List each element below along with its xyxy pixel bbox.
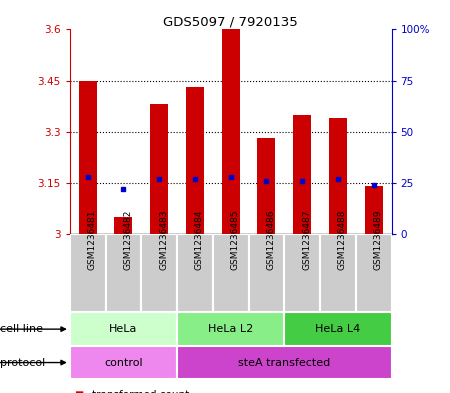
Text: steA transfected: steA transfected [238,358,330,367]
Text: GSM1236487: GSM1236487 [302,210,311,270]
Text: GSM1236489: GSM1236489 [374,210,382,270]
Bar [284,312,392,346]
Bar [248,234,284,312]
Text: ■: ■ [74,390,84,393]
Bar [114,217,132,234]
Bar [257,138,275,234]
Bar [177,346,392,379]
Bar [177,312,284,346]
Bar [222,29,239,234]
Text: HeLa: HeLa [109,324,138,334]
Text: GSM1236488: GSM1236488 [338,210,347,270]
Bar [70,234,105,312]
Bar [70,312,177,346]
Bar [293,115,311,234]
Text: protocol: protocol [0,358,45,367]
Text: HeLa L4: HeLa L4 [315,324,360,334]
Bar [356,234,392,312]
Bar [320,234,356,312]
Bar [177,234,213,312]
Text: HeLa L2: HeLa L2 [208,324,253,334]
Text: GSM1236485: GSM1236485 [230,210,239,270]
Bar [213,234,248,312]
Bar [141,234,177,312]
Bar [186,87,204,234]
Bar [70,346,177,379]
Text: control: control [104,358,143,367]
Bar [150,105,168,234]
Text: GSM1236483: GSM1236483 [159,210,168,270]
Title: GDS5097 / 7920135: GDS5097 / 7920135 [163,15,298,28]
Text: transformed count: transformed count [92,390,189,393]
Bar [284,234,320,312]
Text: GSM1236481: GSM1236481 [88,210,97,270]
Text: GSM1236484: GSM1236484 [195,210,204,270]
Bar [79,81,97,234]
Text: cell line: cell line [0,324,43,334]
Bar [329,118,347,234]
Text: GSM1236486: GSM1236486 [266,210,275,270]
Bar [105,234,141,312]
Text: GSM1236482: GSM1236482 [123,210,132,270]
Bar [364,186,382,234]
